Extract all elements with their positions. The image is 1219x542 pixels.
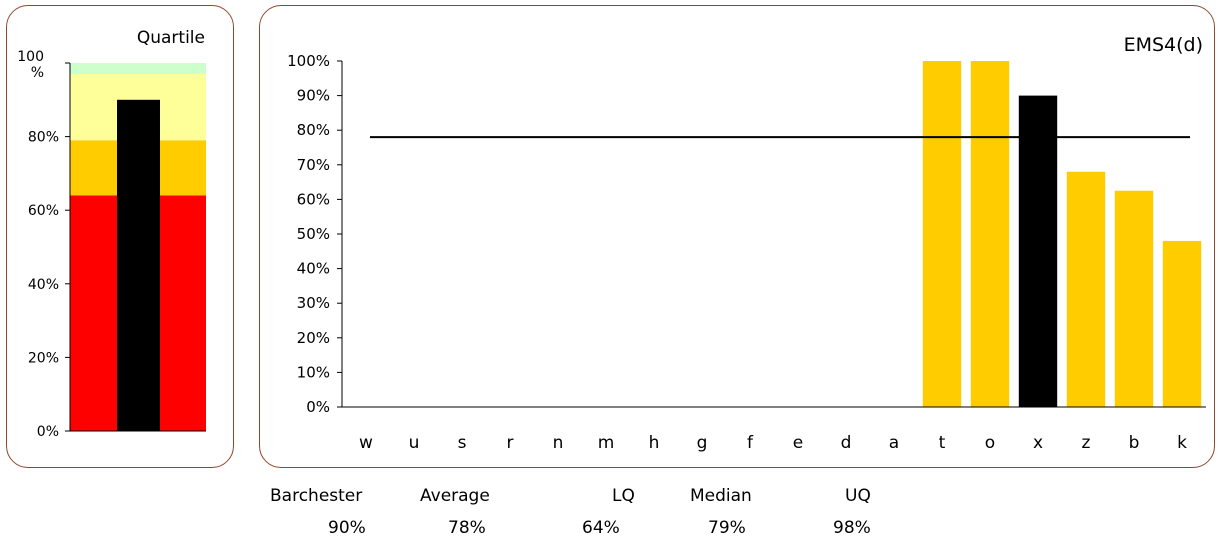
- main-chart-panel: EMS4(d) w u s r n m h g f e d a t o x z b k 0% 10% 20% 30% 40% 5…: [259, 5, 1215, 468]
- stat-value-median: 79%: [708, 518, 746, 538]
- x-tick-label-z: z: [1082, 433, 1091, 453]
- quartile-band-3: [70, 63, 206, 75]
- x-tick-label-u: u: [409, 433, 420, 453]
- bar-t: [922, 61, 962, 407]
- main-bar-chart: EMS4(d) w u s r n m h g f e d a t o x z b k 0% 10% 20% 30% 40% 5…: [287, 34, 1206, 453]
- quartile-tick-label-unit: %: [31, 65, 44, 81]
- x-tick-label-r: r: [507, 433, 514, 453]
- x-tick-label-f: f: [747, 433, 754, 453]
- bar-x: [1018, 95, 1058, 407]
- bar-b: [1114, 190, 1154, 407]
- quartile-tick-label: 20%: [28, 350, 59, 366]
- x-tick-label-t: t: [939, 433, 946, 453]
- quartile-tick-label: 100: [17, 49, 44, 65]
- stat-label-median: Median: [690, 486, 752, 506]
- quartile-chart: Quartile 100% 80% 60% 40% 20% 0%: [17, 28, 206, 440]
- stat-label-average: Average: [420, 486, 490, 506]
- stat-label-barchester: Barchester: [270, 486, 363, 506]
- quartile-title: Quartile: [137, 28, 205, 48]
- x-tick-label-m: m: [598, 433, 615, 453]
- y-tick-label: 70%: [297, 156, 330, 174]
- x-tick-label-n: n: [553, 433, 564, 453]
- x-tick-label-d: d: [841, 433, 852, 453]
- bar-k: [1162, 240, 1202, 407]
- stat-value-barchester: 90%: [328, 518, 366, 538]
- y-tick-label: 20%: [297, 329, 330, 347]
- x-tick-label-b: b: [1129, 433, 1140, 453]
- bar-o: [970, 61, 1010, 407]
- quartile-tick-label: 40%: [28, 277, 59, 293]
- stat-value-lq: 64%: [582, 518, 620, 538]
- quartile-tick-label: 80%: [28, 130, 59, 146]
- x-tick-label-e: e: [793, 433, 803, 453]
- y-tick-label: 100%: [287, 52, 330, 70]
- quartile-tick-label: 60%: [28, 203, 59, 219]
- y-tick-label: 0%: [306, 398, 330, 416]
- stat-label-uq: UQ: [845, 486, 871, 506]
- stat-value-average: 78%: [448, 518, 486, 538]
- x-tick-label-o: o: [985, 433, 995, 453]
- stat-label-lq: LQ: [612, 486, 635, 506]
- x-tick-label-g: g: [697, 433, 708, 453]
- x-tick-label-a: a: [889, 433, 899, 453]
- chart-title: EMS4(d): [1124, 34, 1203, 56]
- x-tick-label-w: w: [359, 433, 373, 453]
- quartile-tick-label: 0%: [37, 424, 59, 440]
- y-tick-label: 60%: [297, 190, 330, 208]
- y-tick-label: 40%: [297, 260, 330, 278]
- y-tick-label: 10%: [297, 363, 330, 381]
- quartile-value-bar: [117, 99, 160, 432]
- y-tick-label: 90%: [297, 87, 330, 105]
- x-tick-label-h: h: [649, 433, 660, 453]
- quartile-panel: Quartile 100% 80% 60% 40% 20% 0%: [6, 5, 234, 468]
- stat-value-uq: 98%: [833, 518, 871, 538]
- y-tick-label: 30%: [297, 294, 330, 312]
- y-tick-label: 80%: [297, 121, 330, 139]
- x-tick-label-s: s: [458, 433, 467, 453]
- x-tick-label-x: x: [1033, 433, 1043, 453]
- bar-z: [1066, 171, 1106, 407]
- x-tick-label-k: k: [1177, 433, 1187, 453]
- y-tick-label: 50%: [297, 225, 330, 243]
